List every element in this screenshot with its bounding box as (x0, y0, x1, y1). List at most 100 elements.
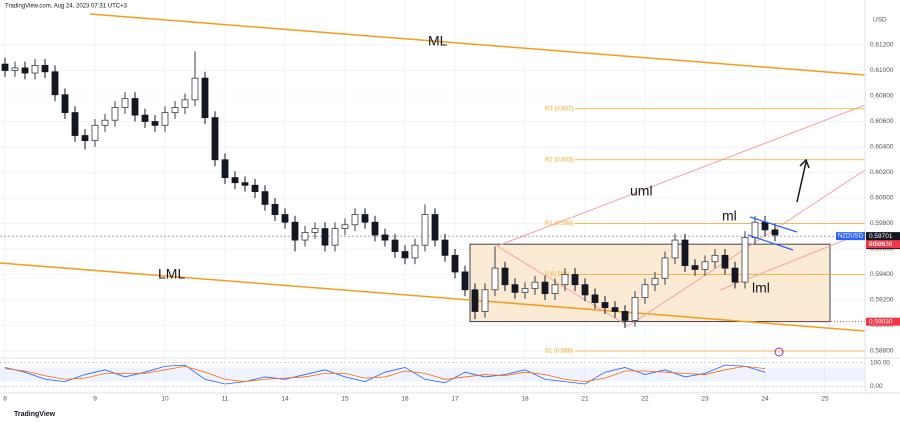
candle-body (171, 107, 179, 113)
y-tick-label: 0.59000 (870, 322, 894, 329)
x-tick-label: 25 (821, 396, 829, 403)
candle-body (491, 267, 499, 291)
x-tick-label: 14 (281, 396, 289, 403)
candle-body (631, 297, 639, 321)
flag-line (747, 234, 794, 251)
pivot-label: R1 (0.598) (545, 221, 573, 227)
x-tick-label: 10 (161, 396, 169, 403)
candle-body (41, 65, 49, 73)
channel-line (496, 104, 865, 247)
y-tick-label: 0.61200 (870, 42, 894, 49)
candle-body (71, 112, 79, 136)
y-tick-label: 0.60400 (870, 144, 894, 151)
axis-label: USD (873, 17, 887, 24)
candle-body (611, 307, 619, 312)
oscillator-line (4, 365, 766, 383)
y-tick-label: 0.60200 (870, 169, 894, 176)
price-badge-label: 0.59638 (869, 241, 893, 248)
channel-line (496, 245, 629, 327)
x-tick-label: 11 (222, 396, 229, 403)
candle-body (691, 265, 699, 270)
candle-body (111, 107, 119, 121)
arrow (796, 158, 810, 203)
candle-body (661, 257, 669, 279)
oscillator-band (0, 367, 865, 382)
candle-body (261, 191, 269, 205)
candle-body (301, 232, 309, 241)
candle-body (1, 63, 9, 71)
price-badge-label: 0.59030 (869, 318, 893, 325)
candle-body (91, 124, 99, 142)
candle-body (471, 289, 479, 312)
candle-body (651, 277, 659, 286)
symbol-badge (836, 232, 865, 241)
candle-body (401, 251, 409, 259)
x-tick-label: 15 (341, 396, 349, 403)
candle-body (541, 281, 549, 295)
candle-body (481, 289, 489, 312)
candle-body (461, 271, 469, 291)
candle-body (241, 182, 249, 186)
candle-body (601, 302, 609, 309)
x-tick-label: 18 (521, 396, 529, 403)
candle-body (61, 94, 69, 113)
event-icon[interactable] (774, 347, 784, 357)
footer-logo: TradingView (14, 411, 56, 418)
y-tick-label: 0.59200 (870, 297, 894, 304)
candle-body (621, 311, 629, 321)
pivot-label: P (0.594) (545, 272, 570, 278)
candle-body (531, 281, 539, 289)
candle-body (181, 99, 189, 108)
x-tick-label: 17 (451, 396, 459, 403)
candle-body (681, 239, 689, 266)
candle-body (671, 239, 679, 259)
y-tick-label: 0.59600 (870, 246, 894, 253)
candle-body (281, 214, 289, 223)
countdown: 28:06 (869, 241, 886, 248)
candle-body (251, 184, 259, 193)
candle-body (151, 121, 159, 126)
candle-body (751, 221, 759, 238)
y-tick-label: 0.60600 (870, 118, 894, 125)
candle-body (441, 239, 449, 256)
annotation: ml (722, 208, 737, 224)
price-badge-label: 0.59701 (869, 233, 893, 240)
grid (0, 0, 865, 393)
candle-body (321, 228, 329, 246)
candle-body (221, 159, 229, 178)
candle-body (761, 221, 769, 231)
candle-body (271, 203, 279, 215)
annotation: ML (428, 33, 448, 49)
candle-body (591, 294, 599, 303)
candle-body (161, 112, 169, 126)
candle-body (311, 228, 319, 233)
candle-body (201, 77, 209, 119)
x-tick-label: 8 (3, 396, 7, 403)
x-tick-label: 23 (701, 396, 709, 403)
pivot-label: R3 (0.607) (545, 106, 573, 112)
annotation: lml (752, 280, 770, 296)
candle-body (551, 284, 559, 295)
candle-body (21, 67, 29, 74)
candle-body (341, 224, 349, 229)
y-tick-label: 0.61000 (870, 67, 894, 74)
candle-body (121, 98, 129, 108)
pivot-label: R2 (0.603) (545, 157, 573, 163)
candle-body (771, 229, 779, 236)
candle-body (191, 77, 199, 101)
x-tick-label: 9 (93, 396, 97, 403)
candle-body (511, 284, 519, 293)
x-tick-label: 21 (581, 396, 589, 403)
candle-body (381, 234, 389, 241)
header: TradingView.com, Aug 24, 2023 07:31 UTC+… (5, 4, 128, 10)
candle-body (331, 228, 339, 246)
x-tick-label: 22 (641, 396, 649, 403)
candle-body (101, 119, 109, 126)
y-tick-label: 0.60800 (870, 93, 894, 100)
candle-body (731, 267, 739, 283)
candle-body (141, 114, 149, 122)
candle-body (11, 67, 19, 71)
y-tick-label: 0.60000 (870, 195, 894, 202)
y-tick-label: 0.59400 (870, 271, 894, 278)
y-tick-label: 0.59800 (870, 220, 894, 227)
